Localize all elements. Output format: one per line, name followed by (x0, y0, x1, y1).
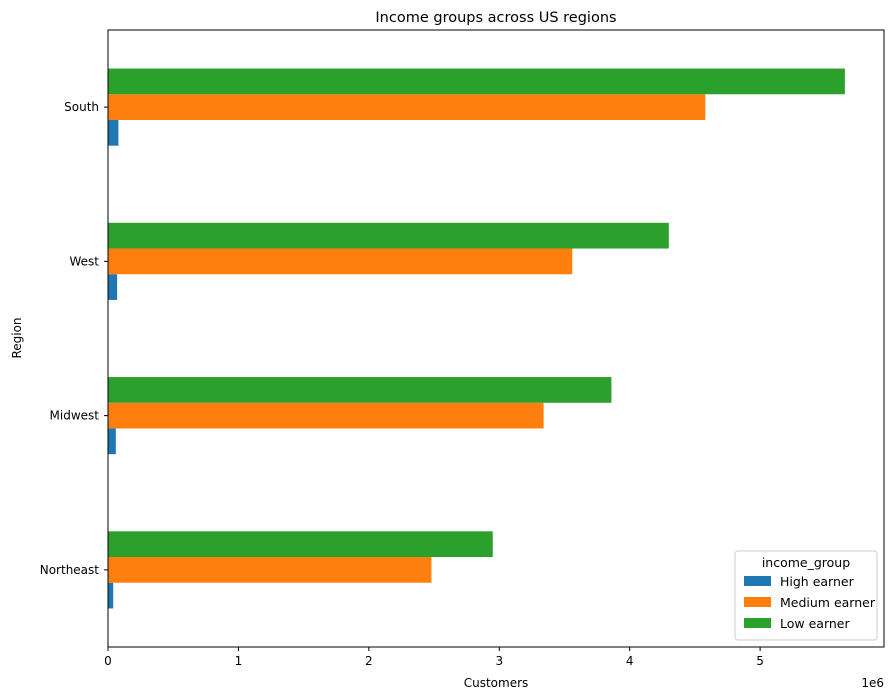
bar-midwest-high-earner (108, 428, 116, 455)
bar-west-low-earner (108, 222, 669, 249)
legend-label-high-earner: High earner (780, 574, 855, 589)
x-axis-ticks: 0 1 2 3 4 5 (104, 647, 764, 668)
bar-south-low-earner (108, 68, 845, 95)
y-tick-label-west: West (69, 254, 99, 268)
legend-title: income_group (762, 555, 850, 570)
legend: income_group High earner Medium earner Low… (734, 550, 878, 641)
legend-label-medium-earner: Medium earner (780, 595, 876, 610)
legend-swatch-medium-earner (744, 597, 771, 607)
x-axis-offset-text: 1e6 (861, 676, 884, 690)
legend-swatch-low-earner (744, 618, 771, 628)
y-tick-label-midwest: Midwest (50, 409, 100, 423)
bar-northeast-medium-earner (108, 557, 432, 583)
plot-frame (107, 29, 885, 648)
legend-box (734, 550, 878, 641)
x-tick-label: 3 (495, 654, 503, 668)
x-tick-label: 5 (756, 654, 764, 668)
x-tick-label: 4 (626, 654, 634, 668)
legend-swatch-high-earner (744, 576, 771, 586)
bars-group (108, 68, 845, 609)
x-tick-label: 2 (365, 654, 373, 668)
bar-west-high-earner (108, 274, 118, 300)
bar-northeast-low-earner (108, 531, 493, 558)
bar-south-medium-earner (108, 94, 706, 120)
x-axis-label: Customers (464, 676, 529, 690)
x-tick-label: 1 (235, 654, 243, 668)
bar-south-high-earner (108, 119, 119, 146)
legend-label-low-earner: Low earner (780, 616, 850, 631)
bar-northeast-high-earner (108, 582, 114, 609)
y-axis-label: Region (10, 317, 24, 358)
y-axis-ticks: Northeast Midwest West South (40, 100, 108, 577)
bar-midwest-medium-earner (108, 402, 544, 429)
x-tick-label: 0 (104, 654, 112, 668)
chart-title: Income groups across US regions (375, 10, 616, 26)
y-tick-label-northeast: Northeast (40, 563, 100, 577)
y-tick-label-south: South (64, 100, 99, 114)
bar-west-medium-earner (108, 248, 573, 275)
bar-midwest-low-earner (108, 377, 612, 403)
legend-entries: High earner Medium earner Low earner (744, 574, 876, 631)
